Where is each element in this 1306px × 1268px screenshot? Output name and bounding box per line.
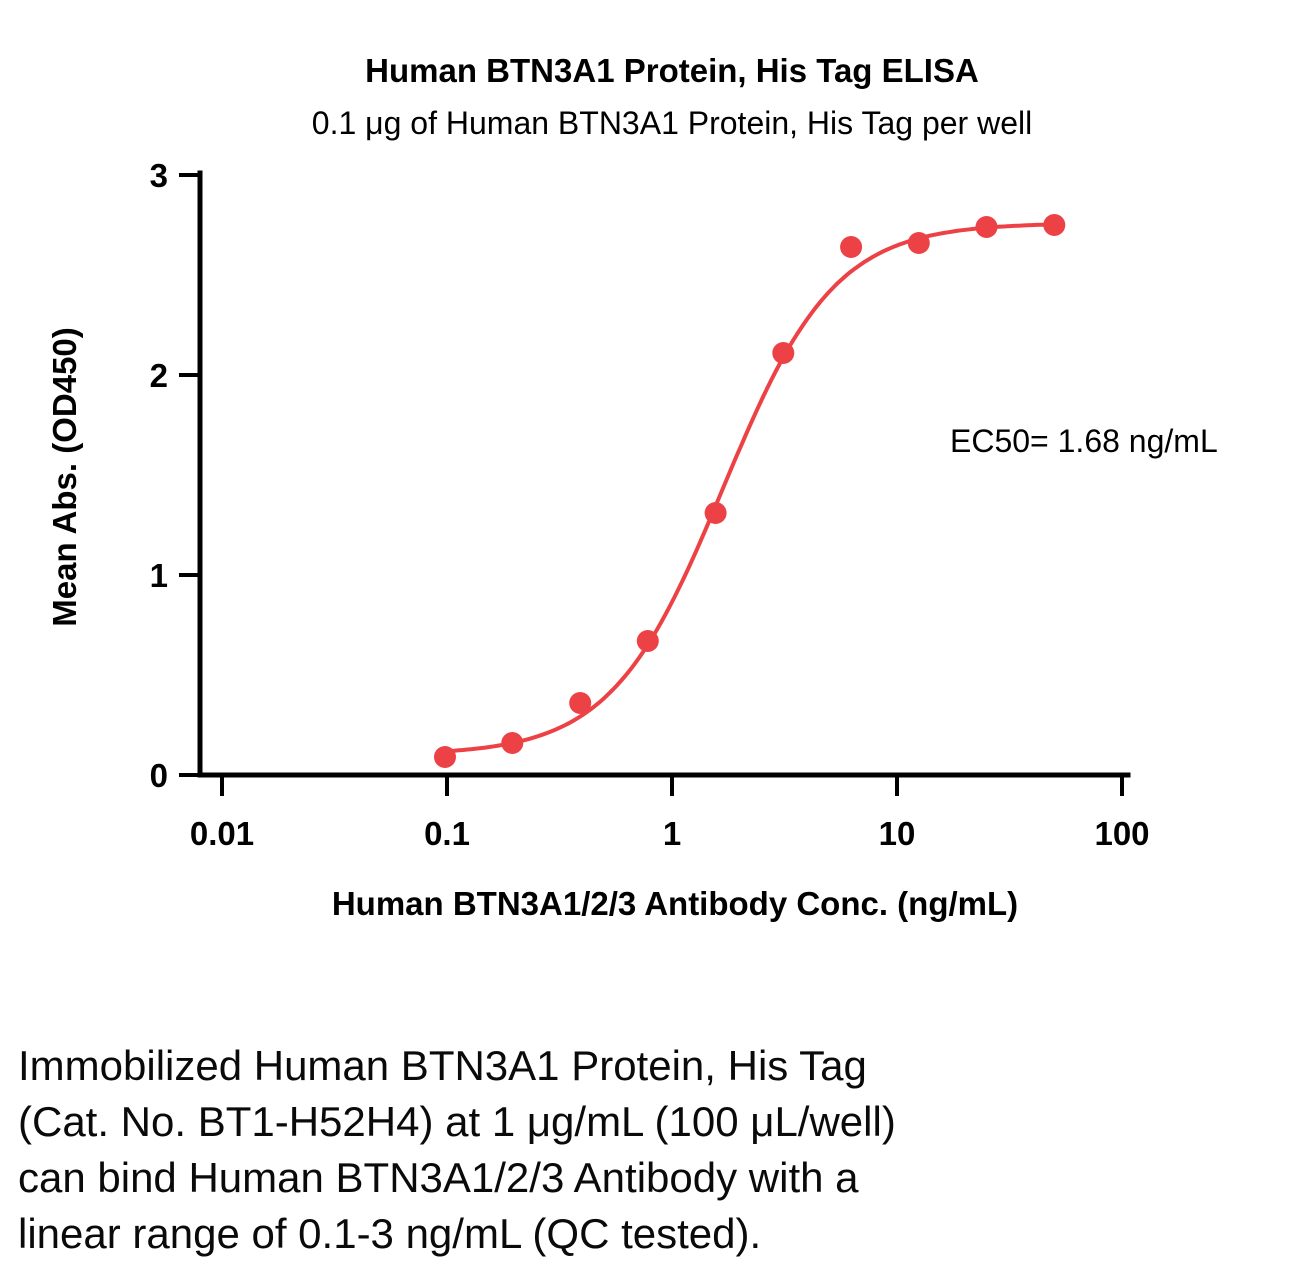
x-axis-label: Human BTN3A1/2/3 Antibody Conc. (ng/mL) <box>332 885 1018 922</box>
data-point <box>569 692 592 714</box>
ec50-annotation: EC50= 1.68 ng/mL <box>950 423 1218 459</box>
axes <box>197 170 1131 778</box>
data-point <box>840 236 863 258</box>
data-point <box>772 342 795 364</box>
caption-line-3: can bind Human BTN3A1/2/3 Antibody with … <box>18 1154 859 1201</box>
caption-line-1: Immobilized Human BTN3A1 Protein, His Ta… <box>18 1042 867 1089</box>
data-point <box>1043 214 1066 236</box>
x-tick-label: 0.1 <box>424 815 470 852</box>
caption-line-2: (Cat. No. BT1-H52H4) at 1 μg/mL (100 μL/… <box>18 1098 896 1145</box>
y-tick-label: 1 <box>150 557 168 594</box>
data-points-layer <box>434 214 1066 768</box>
data-point <box>907 232 930 254</box>
y-tick-label: 2 <box>150 357 168 394</box>
chart-subtitle: 0.1 μg of Human BTN3A1 Protein, His Tag … <box>312 105 1032 141</box>
elisa-chart: Human BTN3A1 Protein, His Tag ELISA 0.1 … <box>46 52 1218 922</box>
fit-curve-layer <box>439 222 1061 754</box>
data-point <box>975 216 998 238</box>
caption-line-4: linear range of 0.1-3 ng/mL (QC tested). <box>18 1210 762 1257</box>
y-tick-label: 3 <box>150 157 168 194</box>
data-point <box>501 732 524 754</box>
data-point <box>704 502 727 524</box>
fit-curve <box>439 222 1061 754</box>
y-tick-label: 0 <box>150 757 168 794</box>
y-axis-label: Mean Abs. (OD450) <box>46 327 83 627</box>
chart-title: Human BTN3A1 Protein, His Tag ELISA <box>365 52 979 89</box>
data-point <box>636 630 659 652</box>
x-tick-label: 0.01 <box>190 815 254 852</box>
figure-caption: Immobilized Human BTN3A1 Protein, His Ta… <box>18 1038 896 1262</box>
data-point <box>434 746 456 768</box>
x-tick-label: 1 <box>663 815 681 852</box>
x-tick-label: 10 <box>879 815 916 852</box>
x-tick-label: 100 <box>1094 815 1149 852</box>
axis-ticks: 0.01 0.1 1 10 100 0 1 2 3 <box>150 157 1150 852</box>
